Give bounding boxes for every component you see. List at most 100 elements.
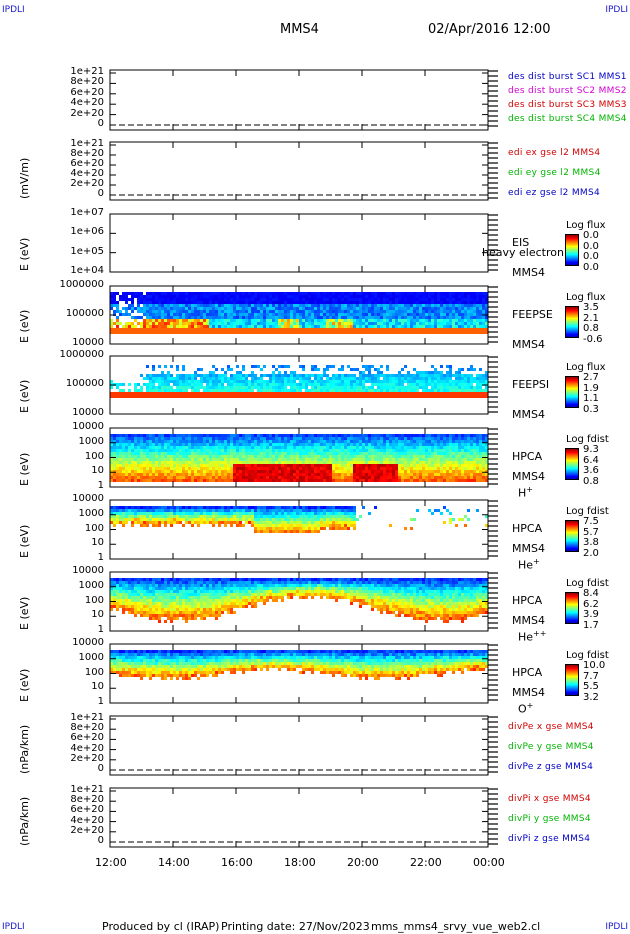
y-tick-label: 0	[97, 118, 104, 129]
legend-entry: edi ez gse l2 MMS4	[508, 188, 600, 198]
y-tick-label: 8e+20	[70, 794, 104, 806]
colorbar-tick: 3.6	[583, 465, 599, 477]
panel-HPCA_O+	[109, 643, 498, 704]
y-tick-label: 2e+20	[70, 107, 104, 119]
panel-FEEPSI	[109, 355, 498, 415]
y-tick-label: 10	[91, 537, 104, 549]
panel-frame	[109, 69, 489, 131]
instrument-label: HPCA	[512, 450, 543, 463]
y-tick-label: 1e+21	[70, 784, 104, 795]
colorbar	[565, 234, 579, 266]
panel-HPCA_H	[109, 427, 498, 488]
y-axis-label: E (eV)	[18, 596, 31, 630]
y-tick-label: 10000	[72, 407, 104, 418]
instrument-label: FEEPSI	[512, 378, 550, 391]
legend-entry: edi ex gse l2 MMS4	[508, 148, 601, 158]
y-tick-label: 100	[84, 522, 104, 534]
spacecraft-label: MMS4	[512, 470, 545, 483]
x-tick-label: 20:00	[347, 856, 379, 869]
colorbar-title: Log fdist	[566, 434, 609, 445]
corner-label-tr: IPDLI	[605, 5, 628, 15]
y-tick-label: 4e+20	[70, 742, 104, 754]
spacecraft-title: MMS4	[280, 22, 319, 37]
legend-entry: divPi x gse MMS4	[508, 794, 591, 804]
colorbar-title: Log fdist	[566, 578, 609, 589]
y-tick-label: 1	[97, 480, 104, 491]
spectrogram-HPCA_He+	[110, 506, 488, 533]
y-tick-label: 10000	[72, 337, 104, 348]
datetime-title: 02/Apr/2016 12:00	[428, 22, 551, 37]
panel-divPe	[109, 715, 498, 776]
colorbar-tick: 2.7	[583, 372, 599, 383]
legend-entry: divPe y gse MMS4	[508, 742, 594, 752]
y-tick-label: 6e+20	[70, 86, 104, 98]
y-tick-label: 100000	[65, 308, 104, 319]
spectrogram-HPCA_He++	[110, 578, 488, 623]
y-tick-label: 10	[91, 681, 104, 693]
spacecraft-label: MMS4	[512, 614, 545, 627]
colorbar-tick: 3.2	[583, 692, 599, 703]
y-tick-label: 6e+20	[70, 804, 104, 816]
y-tick-label: 10000	[72, 493, 104, 504]
y-tick-label: 100000	[65, 378, 104, 389]
x-tick-label: 00:00	[473, 856, 505, 869]
panel-frame	[109, 787, 489, 848]
instrument-label: HPCA	[512, 666, 543, 679]
legend-entry: des dist burst SC3 MMS3	[508, 100, 627, 110]
y-tick-label: 0	[97, 188, 104, 199]
corner-label-br: IPDLI	[605, 922, 628, 932]
footer-producer: Produced by cl (IRAP)	[102, 920, 220, 933]
colorbar-tick: 1.7	[583, 620, 599, 631]
panel-edi	[109, 141, 498, 201]
y-tick-label: 1e+07	[70, 207, 104, 218]
y-tick-label: 100	[84, 594, 104, 606]
panel-FEEPSE	[109, 285, 498, 345]
colorbar-tick: 7.5	[583, 516, 599, 527]
y-axis-label: E (eV)	[18, 237, 31, 271]
panel-HPCA_He++	[109, 571, 498, 632]
colorbar	[565, 592, 579, 624]
colorbar-tick: 5.7	[583, 526, 599, 538]
y-tick-label: 10000	[72, 565, 104, 576]
x-tick-label: 14:00	[158, 856, 190, 869]
legend-entry: edi ey gse l2 MMS4	[508, 168, 601, 178]
x-tick-label: 22:00	[410, 856, 442, 869]
y-tick-label: 1000	[78, 435, 104, 447]
panel-frame	[109, 715, 489, 776]
instrument-label: FEEPSE	[512, 308, 553, 321]
y-tick-label: 1000	[78, 579, 104, 591]
y-tick-label: 1e+05	[70, 245, 104, 257]
y-axis-label: E (eV)	[18, 668, 31, 702]
y-tick-label: 0	[97, 763, 104, 774]
colorbar-tick: 6.4	[583, 454, 599, 466]
species-name: O	[518, 702, 527, 716]
instrument-label: HPCA	[512, 594, 543, 607]
y-tick-label: 8e+20	[70, 722, 104, 734]
spacecraft-label: MMS4	[512, 266, 545, 279]
colorbar-tick: 0.0	[583, 262, 599, 273]
colorbar-tick: 0.0	[583, 230, 599, 241]
y-axis-label: E (eV)	[18, 452, 31, 486]
species-label: He++	[518, 629, 546, 644]
colorbar-tick: 0.8	[583, 323, 599, 335]
legend-entry: divPi z gse MMS4	[508, 834, 591, 844]
corner-label-tl: IPDLI	[2, 5, 25, 15]
y-tick-label: 1	[97, 624, 104, 635]
colorbar-tick: 9.3	[583, 444, 599, 455]
species-name: He	[518, 630, 534, 644]
y-tick-label: 1	[97, 552, 104, 563]
corner-label-bl: IPDLI	[2, 922, 25, 932]
panel-EIS	[109, 213, 498, 273]
colorbar-tick: 2.0	[583, 548, 599, 559]
colorbar-tick: -0.6	[583, 334, 603, 345]
colorbar-tick: 0.3	[583, 404, 599, 415]
colorbar-tick: 7.7	[583, 670, 599, 682]
colorbar-tick: 0.0	[583, 251, 599, 263]
colorbar-tick: 3.9	[583, 609, 599, 621]
y-tick-label: 1000000	[59, 349, 104, 360]
colorbar-title: Log flux	[566, 362, 606, 373]
y-tick-label: 1e+06	[70, 226, 104, 238]
species-charge: +	[526, 485, 533, 494]
y-tick-label: 100	[84, 666, 104, 678]
x-tick-label: 12:00	[95, 856, 127, 869]
